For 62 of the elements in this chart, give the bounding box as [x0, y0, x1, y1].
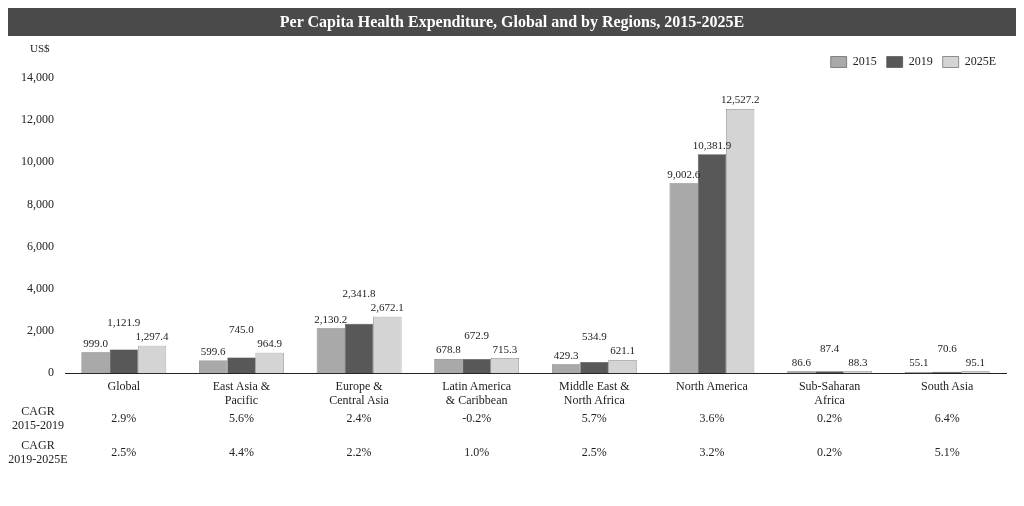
data-label: 95.1 [965, 355, 986, 368]
text: 2.9% [111, 411, 137, 426]
text: 0.2% [817, 445, 843, 460]
data-label: 87.4 [819, 341, 840, 354]
data-label: 12,527.2 [720, 93, 760, 106]
x-tick-label: Sub-Saharan Africa [798, 378, 861, 407]
y-tick-label: 0 [48, 365, 54, 380]
text: 1.0% [464, 445, 490, 460]
text: 2.4% [346, 411, 372, 426]
data-label: 672.9 [464, 328, 490, 341]
y-tick-label: 10,000 [21, 154, 54, 169]
data-label: 534.9 [581, 330, 608, 343]
data-label: 999.0 [83, 336, 109, 349]
x-tick-label: Global [107, 378, 141, 393]
data-label: 2,341.8 [342, 287, 377, 300]
text: CAGR 2019-2025E [8, 438, 68, 467]
y-tick-label: 14,000 [21, 70, 54, 85]
text: -0.2% [462, 411, 492, 426]
x-tick-label: East Asia & Pacific [212, 378, 271, 407]
data-label: 599.6 [200, 344, 227, 357]
text: 2.2% [346, 445, 372, 460]
y-tick-label: 2,000 [27, 323, 54, 338]
y-axis-title: US$ [30, 42, 51, 55]
text: 6.4% [934, 411, 960, 426]
data-label: 715.3 [492, 342, 518, 355]
legend-label: 2015 [852, 54, 877, 69]
y-tick-label: 8,000 [27, 196, 54, 211]
y-tick-label: 6,000 [27, 238, 54, 253]
text: 5.1% [934, 445, 960, 460]
data-label: 1,121.9 [107, 316, 141, 329]
x-tick-label: Europe & Central Asia [329, 378, 390, 407]
data-label: 964.9 [257, 337, 283, 350]
data-label: 429.3 [553, 348, 579, 361]
text: 2.5% [111, 445, 137, 460]
data-label: 678.8 [436, 343, 462, 356]
legend-label: 2019 [908, 54, 933, 69]
x-tick-label: North America [676, 378, 749, 393]
data-label: 70.6 [937, 341, 958, 354]
text: 0.2% [817, 411, 843, 426]
chart-title: Per Capita Health Expenditure, Global and by Regions, 2015-2025E [8, 8, 1016, 36]
text: 4.4% [228, 445, 254, 460]
legend-label: 2025E [964, 54, 997, 69]
data-label: 88.3 [848, 355, 868, 368]
data-label: 86.6 [791, 355, 812, 368]
y-tick-label: 12,000 [21, 112, 54, 127]
text: 2.5% [581, 445, 607, 460]
data-label: 2,672.1 [370, 301, 404, 314]
text: CAGR 2015-2019 [12, 404, 64, 433]
x-tick-label: South Asia [921, 378, 975, 393]
data-label: 745.0 [229, 323, 255, 336]
text: 5.6% [228, 411, 254, 426]
text: 5.7% [581, 411, 607, 426]
data-label: 1,297.4 [135, 330, 170, 343]
data-label: 55.1 [909, 356, 929, 369]
y-tick-label: 4,000 [27, 281, 54, 296]
data-label: 621.1 [610, 344, 635, 357]
text: 3.6% [699, 411, 725, 426]
data-label: 2,130.2 [314, 312, 348, 325]
text: 3.2% [699, 445, 725, 460]
x-tick-label: Latin America & Caribbean [442, 378, 512, 407]
x-tick-label: Middle East & North Africa [558, 378, 631, 407]
data-label: 10,381.9 [692, 138, 732, 151]
